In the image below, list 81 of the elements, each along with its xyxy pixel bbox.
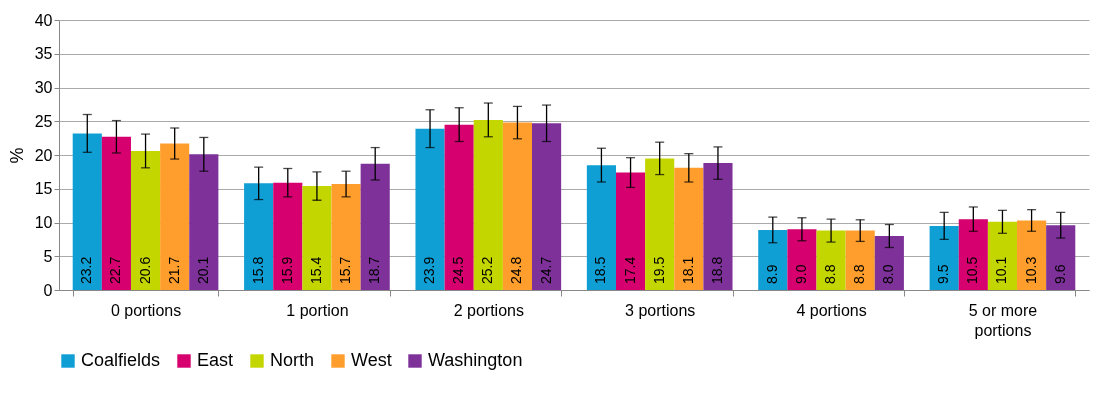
legend-label: North [270,350,315,370]
data-label: 23.9 [421,256,438,284]
bar [360,163,390,290]
bar [758,229,788,290]
bar [273,182,303,290]
data-label: 22.7 [107,256,124,284]
bar [502,122,533,290]
bar [189,154,219,290]
data-label: 18.8 [708,256,725,284]
data-label: 8.0 [880,264,897,284]
bar [130,150,161,290]
legend-label: Coalfields [81,350,161,370]
bar [72,133,102,290]
data-label: 25.2 [479,256,496,284]
data-label: 9.6 [1051,264,1068,284]
data-label: 9.0 [792,264,809,284]
y-tick-label: 10 [34,214,53,231]
x-tick-label: 3 portions [625,301,696,319]
data-label: 9.5 [935,264,952,284]
bar [415,128,445,290]
y-axis-title: % [6,147,27,164]
y-tick-label: 25 [34,112,53,130]
bar [958,219,988,290]
bar [160,143,190,290]
legend-label: East [197,350,234,370]
bar [645,158,675,290]
bar [473,119,503,290]
data-label: 18.5 [592,256,609,284]
bar [532,123,562,290]
y-tick-label: 15 [34,180,53,198]
bar [331,184,361,290]
bar [444,124,474,290]
bar [615,172,646,290]
bar [816,230,846,290]
data-label: 19.5 [650,256,667,284]
y-tick-label: 40 [34,11,53,29]
y-tick-label: 35 [34,45,53,63]
bar [674,167,704,290]
y-tick-label: 20 [34,146,53,164]
data-label: 18.7 [366,256,383,284]
y-tick-label: 0 [43,281,53,299]
bar [874,236,904,290]
data-label: 8.8 [851,264,868,284]
data-label: 21.7 [165,256,182,284]
bar [302,186,332,290]
legend-label: West [351,350,392,370]
y-tick-label: 30 [34,79,53,96]
data-label: 8.8 [822,264,839,284]
bar [586,165,616,290]
data-label: 10.1 [993,256,1010,284]
data-label: 15.7 [337,256,354,284]
data-label: 10.5 [964,256,981,284]
bar [1046,225,1076,290]
bar [1017,220,1047,290]
bar [787,229,817,290]
data-label: 20.6 [136,256,153,284]
y-tick-label: 5 [43,247,53,265]
bar [845,230,875,290]
data-label: 24.5 [450,256,467,284]
data-label: 15.9 [278,256,295,284]
legend-label: Washington [428,350,523,370]
bar [987,221,1018,290]
bar [929,225,959,290]
data-label: 17.4 [621,256,638,284]
bar [244,183,274,290]
bar [703,163,733,290]
data-label: 24.7 [537,256,554,284]
data-label: 20.1 [194,256,211,284]
data-label: 23.2 [78,256,95,284]
x-tick-label: 0 portions [110,301,182,319]
data-label: 15.4 [307,256,324,284]
bar [101,136,131,290]
data-label: 24.8 [508,256,525,284]
x-tick-label: 5 or more portions [968,301,1038,339]
data-label: 8.9 [763,264,780,284]
data-label: 10.3 [1022,256,1039,284]
x-tick-label: 4 portions [796,301,867,319]
data-label: 15.8 [249,256,266,284]
x-tick-label: 2 portions [453,301,524,319]
data-label: 18.1 [679,256,696,284]
x-tick-label: 1 portion [286,301,349,319]
